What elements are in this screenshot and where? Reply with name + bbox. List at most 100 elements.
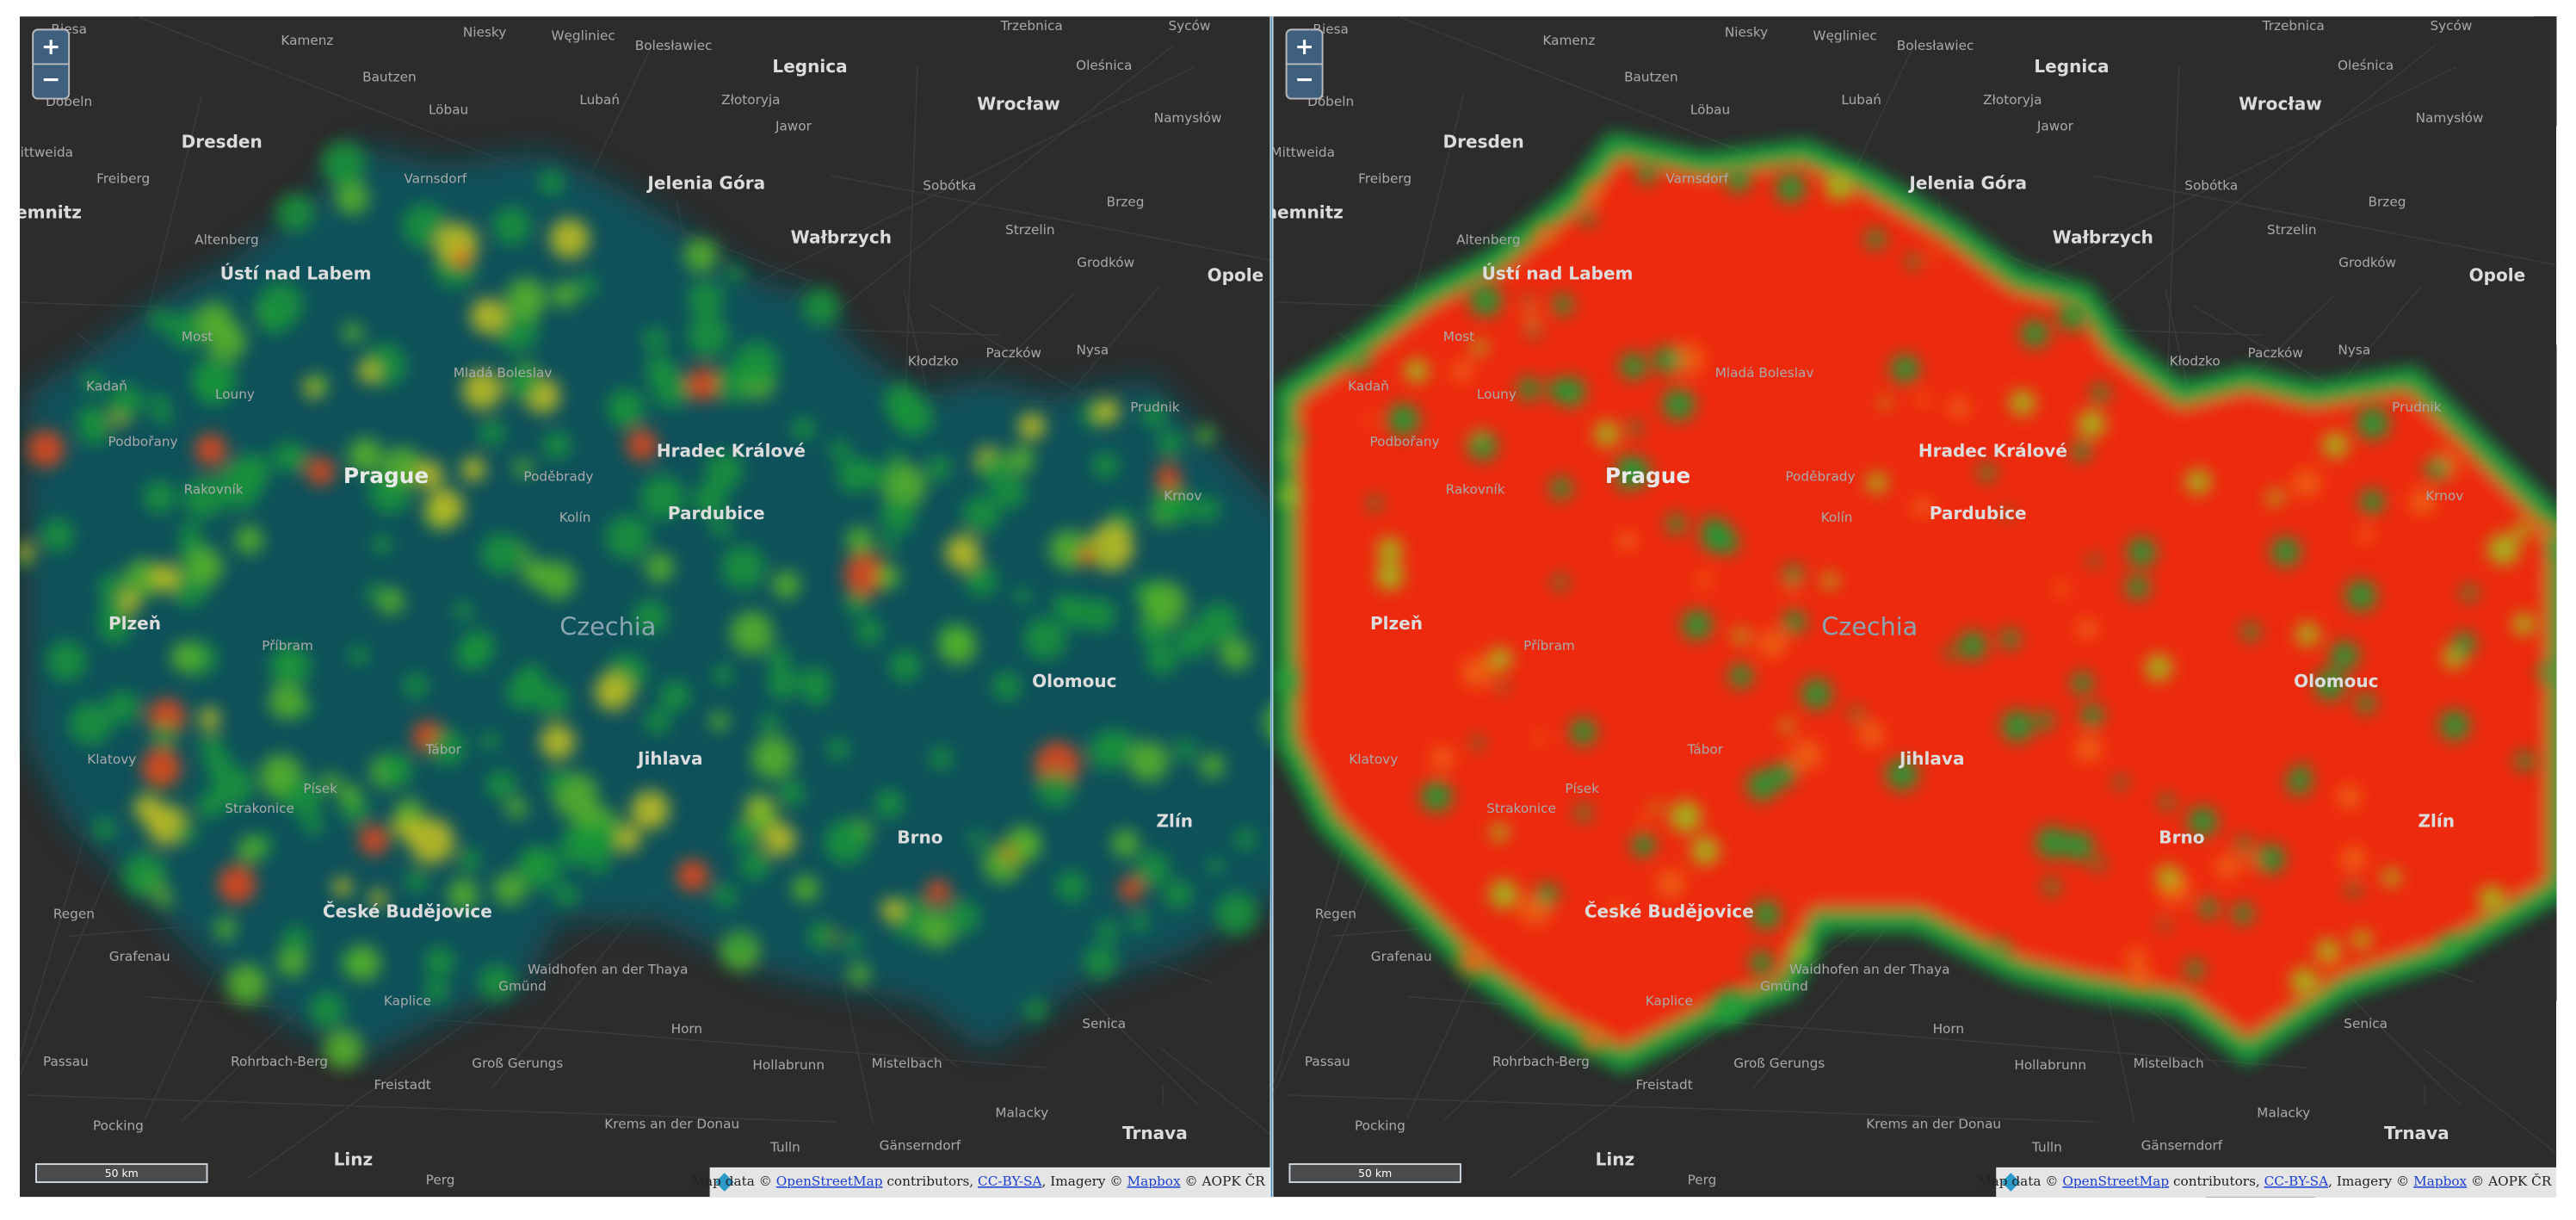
heat-blob <box>1865 229 1885 249</box>
heat-blob <box>2487 533 2520 566</box>
heat-blob <box>2126 946 2147 967</box>
heat-blobs <box>19 141 1270 1069</box>
heat-blob <box>559 827 599 867</box>
attribution-link[interactable]: Mapbox <box>2413 1174 2467 1189</box>
place-label: Kadaň <box>1348 378 1389 393</box>
heat-blob <box>492 207 531 245</box>
place-label: Strzelin <box>1005 222 1055 238</box>
zoom-in-button[interactable]: + <box>1294 34 1313 60</box>
heat-blob <box>1784 580 1798 595</box>
place-label: Wałbrzych <box>2053 226 2153 247</box>
place-label: Nysa <box>1076 342 1109 357</box>
attribution-link[interactable]: CC-BY-SA <box>978 1174 1042 1189</box>
place-label: Trnava <box>2384 1123 2449 1143</box>
heat-blob <box>767 647 791 671</box>
attribution-link[interactable]: Mapbox <box>1127 1174 1181 1189</box>
heat-blob <box>845 526 874 554</box>
attribution-link[interactable]: OpenStreetMap <box>776 1174 883 1189</box>
road <box>831 175 1270 261</box>
place-label: Wrocław <box>977 94 1060 115</box>
place-label: Złotoryja <box>721 92 780 108</box>
heat-blob <box>1702 517 1721 536</box>
heat-blob <box>871 467 892 488</box>
heat-blob <box>2512 612 2536 635</box>
heat-blob <box>1473 430 1485 443</box>
place-label: Senica <box>2344 1016 2388 1031</box>
zoom-out-button[interactable]: − <box>1294 66 1313 93</box>
heat-blob <box>1746 770 1778 801</box>
place-label: Kaplice <box>384 994 431 1009</box>
heat-blob <box>1174 739 1196 761</box>
place-label: Freistadt <box>374 1077 431 1093</box>
heat-blob <box>504 366 540 401</box>
attribution-text: Map data © <box>1978 1174 2062 1189</box>
heat-blob <box>226 963 267 1005</box>
place-label: Strakonice <box>1486 801 1556 816</box>
heat-blob <box>2035 711 2054 730</box>
heat-blob <box>2072 442 2091 461</box>
place-label: Rohrbach-Berg <box>1492 1054 1590 1069</box>
heat-blob <box>848 963 870 985</box>
heat-blob <box>357 361 380 383</box>
heat-blob <box>1782 610 1806 634</box>
heat-blob <box>2515 752 2535 771</box>
heat-blob <box>2426 458 2449 480</box>
place-label: Malacky <box>995 1105 1048 1120</box>
heat-blob <box>1083 598 1117 632</box>
heat-blob <box>753 806 776 829</box>
place-label: Jawor <box>775 119 812 134</box>
heat-blob <box>992 475 1027 509</box>
zoom-in-button[interactable]: + <box>41 34 60 60</box>
heat-blob <box>348 437 384 474</box>
heat-blob <box>683 238 718 273</box>
attribution-link[interactable]: CC-BY-SA <box>2264 1174 2329 1189</box>
place-label: Prudnik <box>2392 399 2441 415</box>
place-label: Olomouc <box>2294 671 2378 691</box>
attribution-link[interactable]: OpenStreetMap <box>2062 1174 2169 1189</box>
heat-blob <box>2076 617 2098 641</box>
heat-blob <box>880 498 916 534</box>
heat-blob <box>505 278 547 319</box>
heat-blob <box>1791 739 1823 771</box>
place-label: Kamenz <box>1542 33 1595 48</box>
heat-blob <box>424 946 455 977</box>
heat-blob <box>1534 731 1547 745</box>
heat-blob <box>1119 876 1143 901</box>
place-label: Freiberg <box>96 171 150 187</box>
place-label: Trzebnica <box>1000 18 1063 34</box>
place-label: Pardubice <box>668 503 765 523</box>
heat-blob <box>1582 1028 1605 1051</box>
heat-blob <box>309 992 345 1028</box>
heat-blob <box>978 452 1010 485</box>
heat-blob <box>238 836 263 862</box>
heat-blob <box>687 314 729 357</box>
place-label: Trzebnica <box>2262 18 2325 34</box>
heat-blob <box>545 769 570 793</box>
heat-blob <box>2336 784 2362 810</box>
heat-blob <box>454 601 473 621</box>
place-label: Namysłów <box>2416 110 2484 126</box>
place-label: Prudnik <box>1130 399 1179 415</box>
heat-blob <box>1276 670 1298 691</box>
heat-blob <box>554 883 578 907</box>
heat-blob <box>2461 585 2477 601</box>
heat-blob <box>2159 795 2174 809</box>
heat-blob <box>1958 631 1987 660</box>
heat-blob <box>1129 912 1150 932</box>
place-label: Grodków <box>2338 255 2396 270</box>
zoom-out-button[interactable]: − <box>41 66 60 93</box>
heat-blob <box>1669 801 1702 833</box>
place-label: Węgliniec <box>1813 28 1876 44</box>
heat-blob <box>2266 489 2283 506</box>
place-label: Syców <box>1169 18 1211 34</box>
heat-blob <box>1770 761 1797 788</box>
heat-blob <box>1488 647 1512 671</box>
heat-blob <box>2215 854 2240 880</box>
place-label: Perg <box>1688 1173 1717 1188</box>
heat-blob <box>257 282 304 328</box>
place-label: Strakonice <box>225 801 294 816</box>
place-label: Varnsdorf <box>1665 171 1729 187</box>
heat-blob <box>121 852 167 897</box>
heat-blob <box>575 276 597 298</box>
